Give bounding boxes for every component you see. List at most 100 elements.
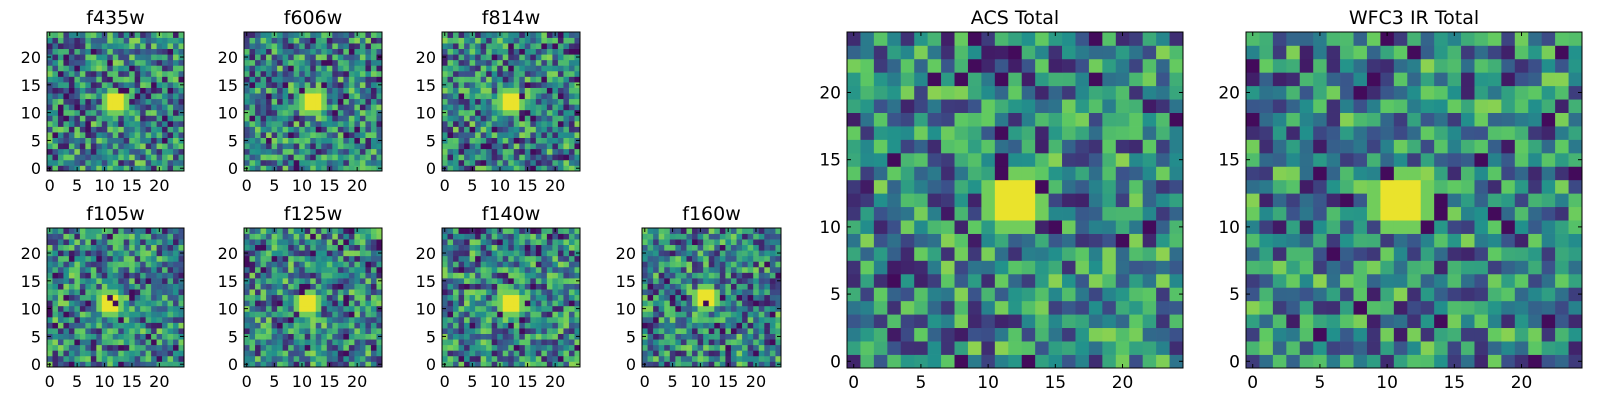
heatmap-cell <box>1021 327 1036 342</box>
heatmap-cell <box>101 266 108 273</box>
heatmap-cell <box>96 255 103 262</box>
heatmap-cell <box>658 339 665 346</box>
heatmap-cell <box>348 70 355 77</box>
heatmap-cell <box>52 244 59 251</box>
heatmap-cell <box>304 261 311 268</box>
heatmap-cell <box>697 294 704 301</box>
heatmap-cell <box>847 287 861 302</box>
heatmap-cell <box>442 76 448 83</box>
heatmap-cell <box>74 65 81 72</box>
heatmap-cell <box>664 322 671 329</box>
heatmap-cell <box>703 278 710 284</box>
heatmap-cell <box>719 278 726 284</box>
y-tick-label: 15 <box>21 76 41 95</box>
heatmap-cell <box>680 339 687 346</box>
heatmap-cell <box>653 333 660 340</box>
heatmap-cell <box>447 148 454 155</box>
heatmap-cell <box>464 328 470 334</box>
heatmap-cell <box>847 193 861 208</box>
heatmap-cell <box>1035 327 1049 342</box>
heatmap-cell <box>288 305 295 312</box>
heatmap-cell <box>299 115 306 122</box>
heatmap-cell <box>178 48 185 55</box>
heatmap-cell <box>123 350 130 357</box>
heatmap-cell <box>1021 247 1036 261</box>
heatmap-cell <box>769 289 776 296</box>
heatmap-cell <box>453 283 459 290</box>
heatmap-cell <box>491 65 498 72</box>
heatmap-cell <box>1062 233 1076 248</box>
heatmap-cell <box>299 300 306 307</box>
heatmap-cell <box>293 120 300 127</box>
heatmap-cell <box>524 54 531 61</box>
heatmap-cell <box>730 278 737 284</box>
heatmap-cell <box>376 283 383 290</box>
heatmap-cell <box>546 120 553 127</box>
heatmap-cell <box>321 87 328 94</box>
heatmap-cell <box>453 148 459 155</box>
heatmap-cell <box>1142 314 1157 329</box>
heatmap-cell <box>173 322 179 329</box>
heatmap-cell <box>63 159 70 166</box>
heatmap-cell <box>260 82 267 88</box>
heatmap-cell <box>107 266 114 273</box>
heatmap-cell <box>57 344 64 351</box>
heatmap-cell <box>994 152 1009 167</box>
heatmap-cell <box>1088 260 1103 275</box>
heatmap-cell <box>249 82 256 88</box>
heatmap-cell <box>47 233 53 240</box>
heatmap-cell <box>85 32 92 38</box>
heatmap-cell <box>530 159 537 166</box>
heatmap-cell <box>277 272 283 279</box>
heatmap-cell <box>453 126 459 133</box>
heatmap-cell <box>162 350 168 357</box>
heatmap-cell <box>282 120 289 127</box>
heatmap-cell <box>563 76 570 83</box>
heatmap-cell <box>546 361 553 368</box>
heatmap-cell <box>249 76 256 83</box>
heatmap-cell <box>74 109 81 116</box>
heatmap-cell <box>647 350 654 357</box>
heatmap-cell <box>249 126 256 133</box>
heatmap-cell <box>178 43 185 50</box>
heatmap-cell <box>502 255 509 262</box>
heatmap-cell <box>90 54 97 61</box>
heatmap-cell <box>85 250 92 257</box>
heatmap-cell <box>343 70 350 77</box>
heatmap-cell <box>359 322 366 329</box>
heatmap-cell <box>167 311 174 318</box>
heatmap-cell <box>464 339 470 346</box>
heatmap-cell <box>1062 273 1076 288</box>
heatmap-cell <box>101 76 108 83</box>
heatmap-cell <box>1048 273 1063 288</box>
heatmap-cell <box>249 272 256 279</box>
heatmap-cell <box>703 322 710 329</box>
heatmap-cell <box>873 327 888 342</box>
heatmap-cell <box>112 104 119 111</box>
heatmap-cell <box>1169 273 1184 288</box>
heatmap-cell <box>376 328 383 334</box>
heatmap-cell <box>326 322 333 329</box>
heatmap-cell <box>337 76 344 83</box>
heatmap-cell <box>692 278 698 284</box>
heatmap-cell <box>68 148 75 155</box>
heatmap-cell <box>337 328 344 334</box>
heatmap-cell <box>1062 314 1076 329</box>
heatmap-cell <box>1062 247 1076 261</box>
heatmap-cell <box>315 143 322 150</box>
heatmap-cell <box>475 93 481 100</box>
heatmap-cell <box>725 305 732 312</box>
heatmap-cell <box>502 350 509 357</box>
heatmap-cell <box>708 322 715 329</box>
heatmap-cell <box>519 322 526 329</box>
heatmap-cell <box>321 165 328 172</box>
heatmap-cell <box>530 272 537 279</box>
heatmap-cell <box>47 148 53 155</box>
heatmap-cell <box>513 104 520 111</box>
heatmap-cell <box>753 244 760 251</box>
heatmap-cell <box>873 341 888 355</box>
heatmap-cell <box>557 159 564 166</box>
heatmap-cell <box>107 278 114 284</box>
heatmap-cell <box>271 239 278 246</box>
heatmap-cell <box>354 350 361 357</box>
